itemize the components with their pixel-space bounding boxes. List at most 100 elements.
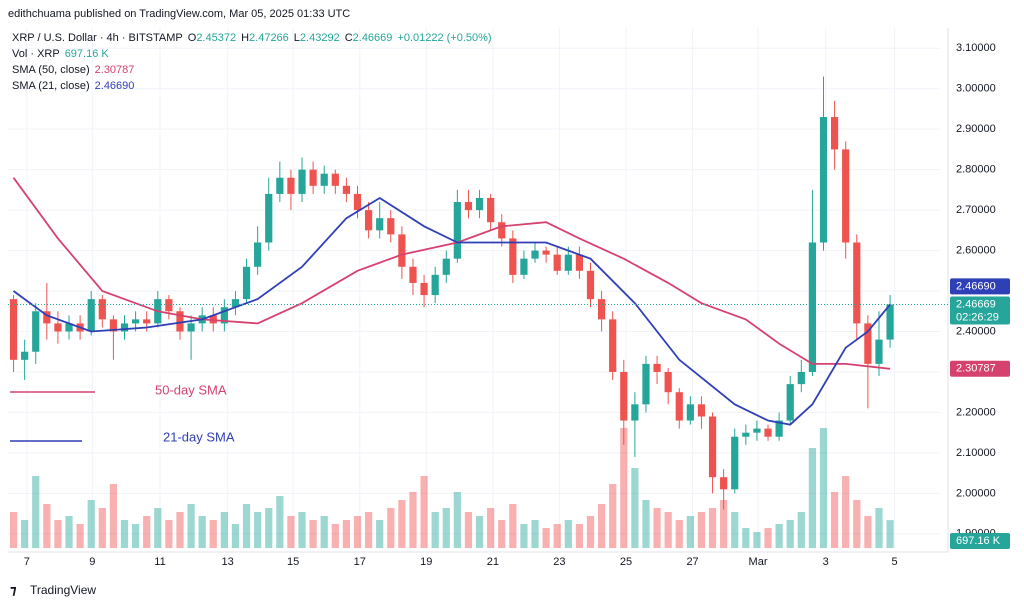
volume-bar [442,508,450,548]
volume-bar [176,512,184,548]
legend-change: +0.01222 (+0.50%) [397,32,491,44]
candle-body [597,299,606,320]
legend-value: 2.30787 [95,64,135,76]
volume-bar [631,468,639,548]
legend-value: 2.45372 [196,32,236,44]
volume-bar [509,504,517,548]
volume-bar [498,520,506,548]
candle-body [120,323,129,332]
volume-bar [797,512,805,548]
volume-bar [298,512,306,548]
x-tick-label: 5 [891,556,897,568]
volume-bar [764,528,772,548]
volume-bar [187,504,195,548]
candle-body [442,258,450,275]
legend-name: Vol · XRP [12,48,60,60]
candle-body [98,299,106,320]
candle-body [65,323,73,332]
legend-name: SMA (21, close) [12,80,90,92]
candle-body [509,238,517,275]
volume-bar [21,520,29,548]
volume-bar [265,508,273,548]
x-tick-label: 9 [89,556,95,568]
candle-body [242,266,251,300]
candle-body [87,299,95,332]
volume-bar [342,520,351,548]
volume-bar [875,508,883,548]
sma50-price-label-box [950,360,1010,377]
y-tick-label: 2.70000 [956,204,996,216]
annotation: 21-day SMA [163,429,235,444]
y-tick-label: 3.00000 [956,83,996,95]
candle-body [265,193,273,243]
x-tick-label: 25 [620,556,632,568]
sma21-price-label: 2.46690 [956,280,996,292]
candle-body [464,202,473,211]
candle-body [697,404,706,417]
volume-bar [586,516,595,548]
legend-value: 2.46690 [95,80,135,92]
volume-bar [464,512,473,548]
candle-body [109,319,118,332]
volume-bar [198,516,206,548]
brand: TradingView [30,583,96,597]
candle-body [187,323,195,332]
x-tick-label: 15 [287,556,299,568]
legend-value: 2.46669 [353,32,393,44]
candle-body [853,242,861,324]
candle-body [797,371,805,385]
y-tick-label: 2.90000 [956,123,996,135]
volume-bar [642,500,650,548]
volume-bar [287,516,295,548]
publish-info: edithchuama published on TradingView.com… [8,8,350,20]
candle-body [564,254,572,271]
volume-bar [819,428,828,548]
volume-bar [853,500,861,548]
volume-bar [431,512,439,548]
volume-bar [475,516,484,548]
x-tick-label: 17 [354,556,366,568]
y-tick-label: 3.10000 [956,42,996,54]
annotation: 50-day SMA [155,382,227,397]
candle-body [342,185,351,194]
countdown: 02:26:29 [956,311,999,323]
volume-bar [708,508,717,548]
candle-body [176,311,184,332]
volume-bar [154,508,162,548]
candle-body [32,311,40,352]
y-tick-label: 2.20000 [956,406,996,418]
candle-body [254,242,262,267]
volume-bar [753,532,761,548]
volume-bar [453,492,461,548]
volume-bar [886,520,894,548]
candle-body [864,323,872,364]
volume-bar [398,500,406,548]
volume-bar [387,508,395,548]
candle-body [842,149,850,243]
candle-body [364,210,373,231]
volume-bar [409,492,417,548]
candle-body [819,117,828,243]
sma21-price-label-box [950,278,1010,295]
candle-body [409,266,417,283]
volume-bar [364,512,373,548]
volume-bar [553,524,561,548]
candle-body [131,319,140,324]
volume-bar [353,516,362,548]
candle-body [320,173,328,186]
candle-body [520,258,528,275]
x-tick-label: 3 [823,556,829,568]
volume-bar [487,508,495,548]
legend-value: 2.47266 [249,32,289,44]
candle-body [376,218,384,231]
volume-bar [520,524,528,548]
volume-bar [54,520,62,548]
volume-bar [220,512,228,548]
volume-bar [98,508,106,548]
volume-bar [597,504,606,548]
volume-bar [209,520,217,548]
candle-body [43,311,51,324]
legend-line: SMA (50, close) 2.30787 [12,64,134,76]
y-tick-label: 2.40000 [956,325,996,337]
last-price-box [950,296,1010,325]
